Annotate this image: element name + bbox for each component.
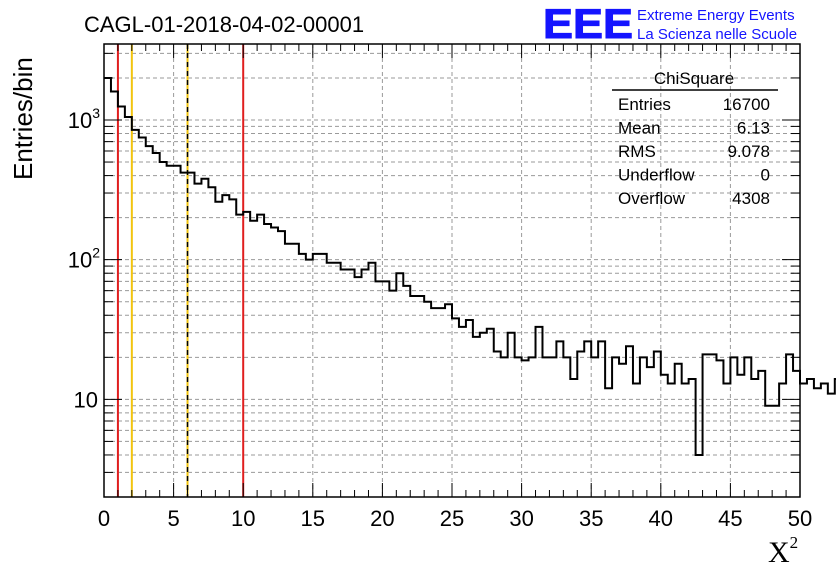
stats-value: 16700 xyxy=(723,95,770,114)
marker-lines-layer xyxy=(116,44,245,497)
x-tick-label: 40 xyxy=(649,506,673,531)
logo-mark: EEE xyxy=(543,0,633,47)
y-tick-label-base: 10 xyxy=(68,248,92,273)
stats-value: 6.13 xyxy=(737,119,770,138)
eee-logo: EEE Extreme Energy Events La Scienza nel… xyxy=(543,0,798,48)
y-axis-title: Entries/bin xyxy=(8,57,38,180)
stats-label: Entries xyxy=(618,95,671,114)
stats-value: 4308 xyxy=(732,189,770,208)
x-tick-label: 25 xyxy=(440,506,464,531)
y-tick-label: 10 xyxy=(74,387,98,412)
stats-box: ChiSquare Entries 16700 Mean 6.13 RMS 9.078 Un… xyxy=(612,69,778,208)
stats-box-title: ChiSquare xyxy=(654,69,734,88)
y-tick-label-base: 10 xyxy=(68,108,92,133)
stats-label: RMS xyxy=(618,142,656,161)
x-tick-label: 35 xyxy=(579,506,603,531)
x-tick-label: 50 xyxy=(788,506,812,531)
chart-title: CAGL-01-2018-04-02-00001 xyxy=(84,12,364,37)
stats-rows: Entries 16700 Mean 6.13 RMS 9.078 Underflow 0 Ov… xyxy=(618,95,770,208)
y-tick-label: 102 xyxy=(68,245,100,273)
stats-label: Mean xyxy=(618,119,661,138)
stats-value: 9.078 xyxy=(727,142,770,161)
x-tick-label: 15 xyxy=(301,506,325,531)
x-axis-title-sup: 2 xyxy=(790,533,799,552)
logo-line1: Extreme Energy Events xyxy=(637,7,795,24)
stats-label: Overflow xyxy=(618,189,686,208)
stats-label: Underflow xyxy=(618,166,695,185)
histogram-series xyxy=(104,76,836,456)
x-tick-label: 45 xyxy=(718,506,742,531)
y-tick-label-base: 10 xyxy=(74,387,98,412)
histogram-layer xyxy=(104,76,836,456)
x-tick-label: 30 xyxy=(509,506,533,531)
x-tick-label: 0 xyxy=(98,506,110,531)
stats-value: 0 xyxy=(761,166,770,185)
x-tick-label: 10 xyxy=(231,506,255,531)
y-tick-label-exp: 3 xyxy=(92,105,100,121)
axes-layer xyxy=(103,43,801,498)
y-tick-label-exp: 2 xyxy=(92,245,100,261)
x-axis-title: X2 xyxy=(768,533,798,569)
grid-layer xyxy=(104,44,800,498)
y-tick-label: 103 xyxy=(68,105,100,133)
x-axis-title-base: X xyxy=(768,536,790,569)
logo-line2: La Scienza nelle Scuole xyxy=(637,26,797,43)
x-tick-label: 20 xyxy=(370,506,394,531)
x-tick-label: 5 xyxy=(167,506,179,531)
